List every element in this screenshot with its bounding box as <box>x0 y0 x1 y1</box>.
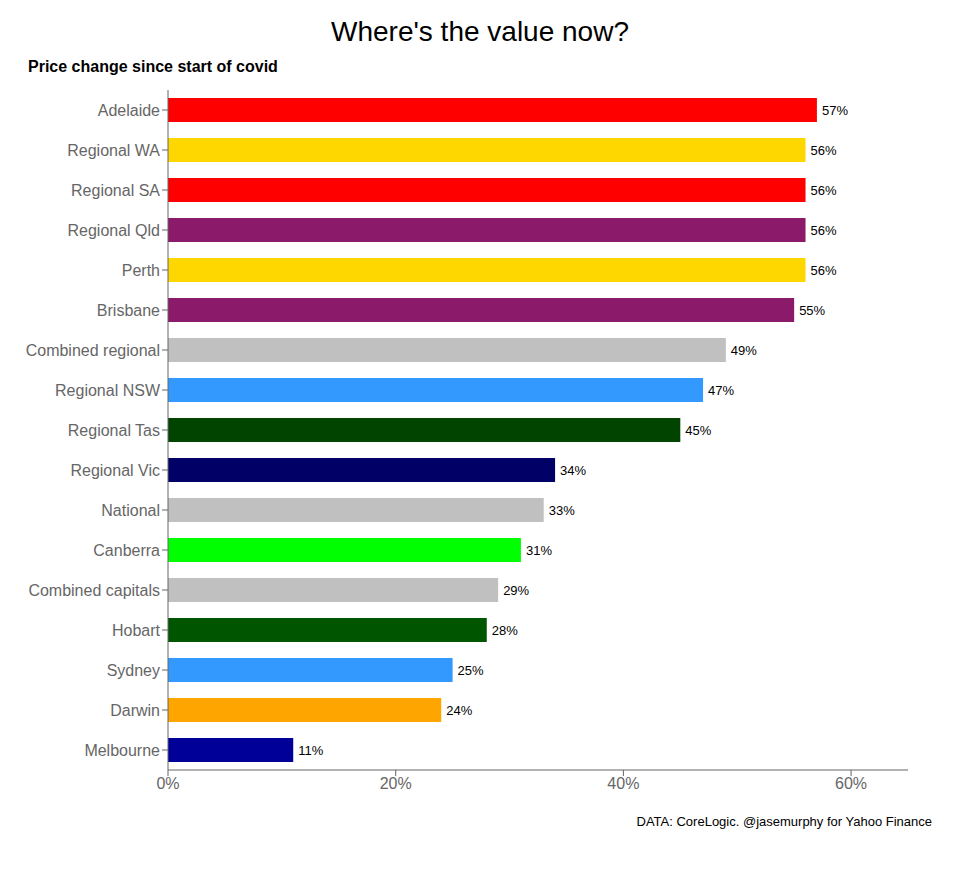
html-text:Where's the value now?: Where's the value now? <box>331 16 629 47</box>
svg-text:60%: 60% <box>835 775 867 792</box>
svg-text:20%: 20% <box>380 775 412 792</box>
svg-text:47%: 47% <box>708 383 734 398</box>
svg-text:28%: 28% <box>492 623 518 638</box>
svg-text:56%: 56% <box>811 143 837 158</box>
svg-text:Melbourne: Melbourne <box>84 742 160 759</box>
svg-text:Regional Tas: Regional Tas <box>68 422 160 439</box>
svg-text:National: National <box>101 502 160 519</box>
svg-text:0%: 0% <box>156 775 179 792</box>
svg-text:33%: 33% <box>549 503 575 518</box>
html-text:Price change since start of co: Price change since start of covid <box>28 58 278 75</box>
svg-text:Regional WA: Regional WA <box>67 142 160 159</box>
svg-text:56%: 56% <box>811 183 837 198</box>
svg-text:25%: 25% <box>458 663 484 678</box>
svg-text:Regional NSW: Regional NSW <box>55 382 161 399</box>
svg-text:Regional SA: Regional SA <box>71 182 160 199</box>
svg-text:56%: 56% <box>811 223 837 238</box>
svg-text:Darwin: Darwin <box>110 702 160 719</box>
svg-text:40%: 40% <box>607 775 639 792</box>
svg-text:55%: 55% <box>799 303 825 318</box>
svg-text:57%: 57% <box>822 103 848 118</box>
svg-text:Hobart: Hobart <box>112 622 161 639</box>
svg-text:Regional Vic: Regional Vic <box>70 462 160 479</box>
svg-text:31%: 31% <box>526 543 552 558</box>
svg-text:24%: 24% <box>446 703 472 718</box>
html-text:DATA: CoreLogic. @jasemurphy f: DATA: CoreLogic. @jasemurphy for Yahoo F… <box>636 814 932 829</box>
svg-text:Regional Qld: Regional Qld <box>68 222 161 239</box>
svg-text:29%: 29% <box>503 583 529 598</box>
svg-text:Adelaide: Adelaide <box>98 102 160 119</box>
svg-text:49%: 49% <box>731 343 757 358</box>
svg-text:Canberra: Canberra <box>93 542 160 559</box>
svg-text:45%: 45% <box>685 423 711 438</box>
svg-text:Combined regional: Combined regional <box>26 342 160 359</box>
svg-text:11%: 11% <box>298 743 323 758</box>
svg-text:Brisbane: Brisbane <box>97 302 160 319</box>
svg-text:Combined capitals: Combined capitals <box>28 582 160 599</box>
svg-text:56%: 56% <box>811 263 837 278</box>
svg-text:Sydney: Sydney <box>107 662 160 679</box>
svg-text:34%: 34% <box>560 463 586 478</box>
svg-text:Perth: Perth <box>122 262 160 279</box>
